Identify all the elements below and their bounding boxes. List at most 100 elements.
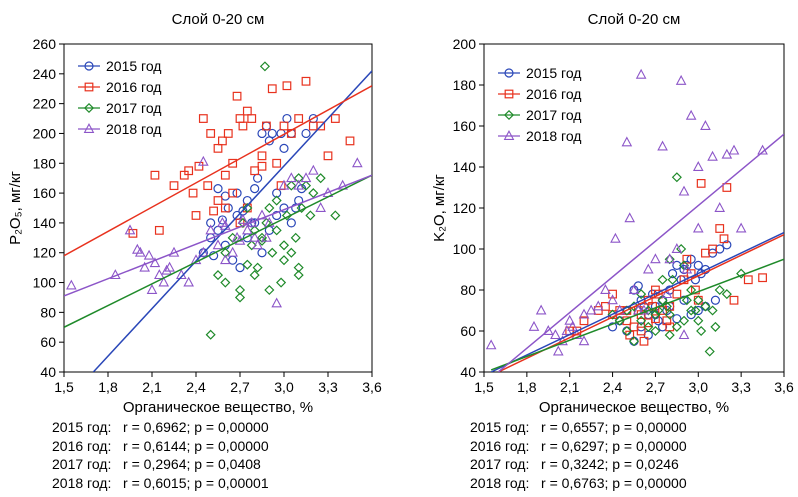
data-point	[607, 322, 618, 332]
data-point	[272, 158, 282, 168]
data-point	[636, 315, 647, 326]
data-point	[247, 114, 257, 123]
data-point	[242, 224, 253, 235]
x-tick-label: 2,7	[646, 379, 666, 395]
stats-value: r = 0,6557; p = 0,00000	[529, 419, 687, 435]
data-point	[735, 222, 747, 233]
y-tick-label: 180	[33, 155, 57, 171]
data-point	[256, 235, 268, 246]
data-point	[323, 151, 333, 161]
x-tick-label: 1,8	[517, 379, 537, 395]
legend-marker	[504, 68, 514, 78]
legend-label: 2018 год	[526, 128, 581, 144]
x-tick-label: 3,0	[274, 379, 294, 395]
data-point	[650, 309, 661, 320]
data-point	[158, 276, 170, 287]
data-point	[257, 248, 267, 258]
data-point	[278, 179, 290, 190]
legend-label: 2016 год	[106, 79, 161, 95]
x-tick-label: 2,1	[142, 379, 162, 395]
stats-row: 2018 год: r = 0,6763; p = 0,00000	[470, 474, 687, 493]
data-point	[693, 315, 704, 326]
x-tick-label: 2,4	[603, 379, 623, 395]
data-point	[601, 302, 610, 311]
data-point	[279, 143, 289, 153]
data-point	[664, 309, 675, 320]
fit-line-2015	[92, 70, 372, 372]
data-point	[715, 244, 725, 254]
data-point	[662, 316, 672, 326]
plot-area	[64, 61, 372, 372]
stats-row: 2016 год: r = 0,6144; p = 0,00000	[52, 437, 269, 456]
y-tick-label: 120	[33, 245, 57, 261]
y-tick-label: 80	[460, 282, 476, 298]
data-point	[715, 224, 725, 233]
x-tick-label: 2,7	[230, 379, 250, 395]
data-point	[259, 61, 270, 72]
data-point	[643, 318, 653, 328]
data-point	[261, 121, 271, 131]
data-point	[671, 172, 682, 183]
x-tick-label: 3,6	[774, 379, 794, 395]
stats-value: r = 0,2964; p = 0,0408	[111, 456, 261, 472]
data-point	[542, 325, 554, 335]
y-tick-label: 60	[40, 334, 56, 350]
data-point	[345, 136, 355, 146]
x-tick-label: 1,8	[98, 379, 118, 395]
data-point	[242, 259, 253, 270]
data-point	[198, 246, 209, 257]
data-point	[293, 262, 304, 273]
data-point	[267, 128, 277, 139]
series-2016	[128, 76, 355, 238]
x-tick-label: 2,1	[560, 379, 580, 395]
data-point	[267, 84, 277, 94]
data-point	[286, 180, 297, 191]
data-point	[154, 225, 164, 235]
fit-line-2017	[64, 174, 372, 328]
y-tick-label: 60	[460, 323, 476, 339]
x-tick-label: 3,3	[318, 379, 338, 395]
data-point	[278, 240, 290, 251]
data-point	[696, 325, 707, 337]
data-point	[671, 321, 682, 332]
stats-year: 2016 год:	[470, 437, 530, 454]
data-point	[228, 188, 238, 198]
data-point	[485, 339, 497, 350]
data-point	[249, 231, 260, 242]
stats-year: 2015 год:	[52, 419, 112, 435]
data-point	[250, 184, 260, 194]
data-point	[650, 325, 661, 337]
data-point	[721, 289, 732, 300]
stats-row: 2015 год: r = 0,6557; p = 0,00000	[470, 418, 687, 437]
data-point	[700, 301, 711, 312]
data-point	[220, 191, 230, 201]
stats-value: r = 0,6015; p = 0,00001	[111, 474, 269, 491]
correlation-stats-k2o: 2015 год: r = 0,6557; p = 0,00000 2016 го…	[470, 418, 687, 492]
data-point	[700, 120, 711, 130]
x-tick-label: 1,5	[54, 379, 74, 395]
stats-year: 2018 год:	[52, 474, 112, 491]
data-point	[146, 284, 158, 294]
data-point	[184, 166, 194, 176]
data-point	[315, 202, 326, 212]
y-tick-label: 180	[453, 77, 477, 93]
data-point	[330, 210, 341, 221]
data-point	[249, 270, 260, 281]
data-point	[257, 128, 267, 139]
data-point	[667, 269, 678, 279]
data-point	[305, 210, 316, 221]
data-point	[286, 172, 297, 183]
data-point	[205, 329, 216, 340]
data-point	[66, 279, 77, 290]
data-point	[628, 284, 640, 294]
data-point	[552, 345, 564, 356]
data-point	[678, 329, 690, 340]
legend: 2015 год 2016 год 2017 год 2018 год	[78, 58, 161, 137]
data-point	[690, 305, 701, 316]
data-point	[234, 284, 246, 296]
data-point	[234, 292, 246, 303]
data-point	[714, 284, 725, 296]
data-point	[664, 253, 676, 264]
legend-marker	[84, 82, 94, 92]
